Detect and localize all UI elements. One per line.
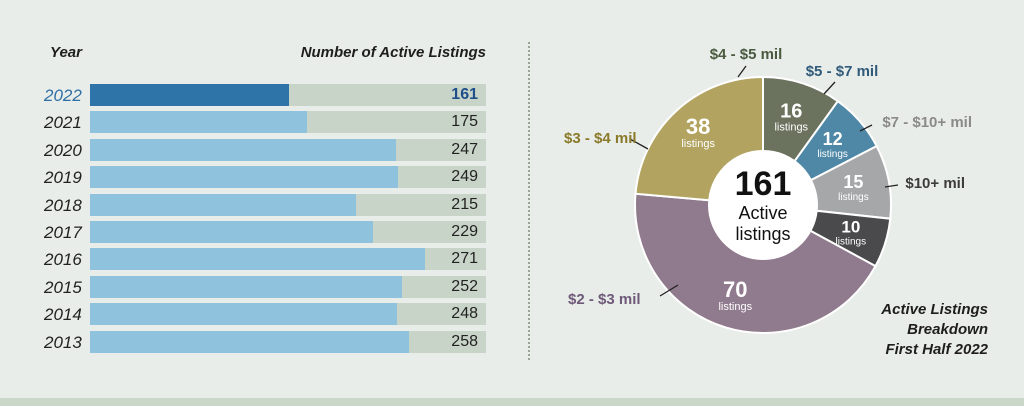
pie-slice [634,192,877,334]
slice-category-label: $7 - $10+ mil [882,114,972,131]
bar-track: 252 [90,275,486,298]
slice-value-label: 12 [823,129,843,149]
slice-category-label: $10+ mil [905,175,965,192]
slice-leader-line [659,284,679,297]
slice-unit-label: listings [836,236,867,247]
bar-row: 2017 229 [0,221,500,243]
slice-value-label: 16 [780,100,802,122]
bar [90,84,290,106]
slice-unit-label: listings [718,301,752,313]
slice-category-label: $4 - $5 mil [710,46,783,63]
bar-row: 2014 248 [0,303,500,326]
bar-track: 229 [90,221,486,243]
bar-value-label: 215 [451,195,478,213]
year-label: 2021 [44,113,82,133]
bar-value-label: 248 [451,305,478,323]
bar-row: 2022 161 [0,84,500,106]
bar-track: 258 [90,330,486,353]
pie-caption-line: Active Listings [881,301,988,318]
bar-value-label: 229 [451,223,478,240]
donut-hole [708,150,818,260]
footer-strip [0,398,1024,406]
bar-track: 249 [90,166,486,189]
slice-leader-line [823,81,836,95]
year-label: 2020 [44,140,82,160]
slice-value-label: 70 [723,277,747,302]
bar [90,248,426,271]
bar-track: 248 [90,303,486,326]
pie-caption: Active Listings Breakdown First Half 202… [820,300,988,360]
listings-column-header: Number of Active Listings [300,44,486,61]
bar-value-label: 252 [451,277,478,295]
slice-value-label: 10 [841,217,860,236]
bar [90,138,396,161]
bar [90,193,357,216]
year-label: 2014 [44,305,82,325]
year-label: 2017 [44,223,82,242]
bar-value-label: 258 [451,332,478,350]
slice-leader-line [884,184,899,188]
bar-row: 2018 215 [0,193,500,216]
bar [90,330,410,353]
year-column-header: Year [50,44,82,61]
slice-leader-line [737,65,747,78]
year-label: 2013 [44,332,82,352]
bar-value-label: 175 [451,113,478,131]
year-label: 2019 [44,168,82,188]
bar-row: 2016 271 [0,248,500,271]
bar-value-label: 161 [451,86,478,103]
slice-category-label: $2 - $3 mil [568,291,641,308]
bar-value-label: 249 [451,168,478,186]
slice-unit-label: listings [681,138,715,150]
center-label-line: Active [738,203,787,223]
bar-track: 271 [90,248,486,271]
bar-row: 2013 258 [0,330,500,353]
bar-track: 175 [90,111,486,134]
slice-unit-label: listings [838,192,869,203]
slice-leader-line [629,138,649,150]
slice-value-label: 38 [686,114,710,139]
slice-value-label: 15 [843,172,863,192]
slice-leader-line [859,124,873,132]
slice-unit-label: listings [774,121,808,133]
bar [90,303,397,326]
section-divider [528,42,530,360]
bar-value-label: 271 [451,250,478,268]
bar [90,221,374,243]
center-label-line: listings [735,224,790,244]
bar-row: 2020 247 [0,138,500,161]
bar-row: 2019 249 [0,166,500,189]
bar-track: 215 [90,193,486,216]
bar-track: 161 [90,84,486,106]
bar [90,166,399,189]
year-label: 2018 [44,195,82,215]
center-total-value: 161 [735,165,792,203]
bar [90,275,402,298]
bar [90,111,307,134]
bar-row: 2021 175 [0,111,500,134]
slice-category-label: $3 - $4 mil [564,130,637,147]
bar-track: 247 [90,138,486,161]
slice-unit-label: listings [817,149,848,160]
year-label: 2016 [44,250,82,270]
bar-value-label: 247 [451,140,478,158]
year-label: 2022 [44,86,82,105]
slice-category-label: $5 - $7 mil [806,63,879,80]
bar-row: 2015 252 [0,275,500,298]
year-label: 2015 [44,277,82,297]
pie-caption-line: Breakdown [907,321,988,338]
pie-caption-line: First Half 2022 [885,341,988,358]
